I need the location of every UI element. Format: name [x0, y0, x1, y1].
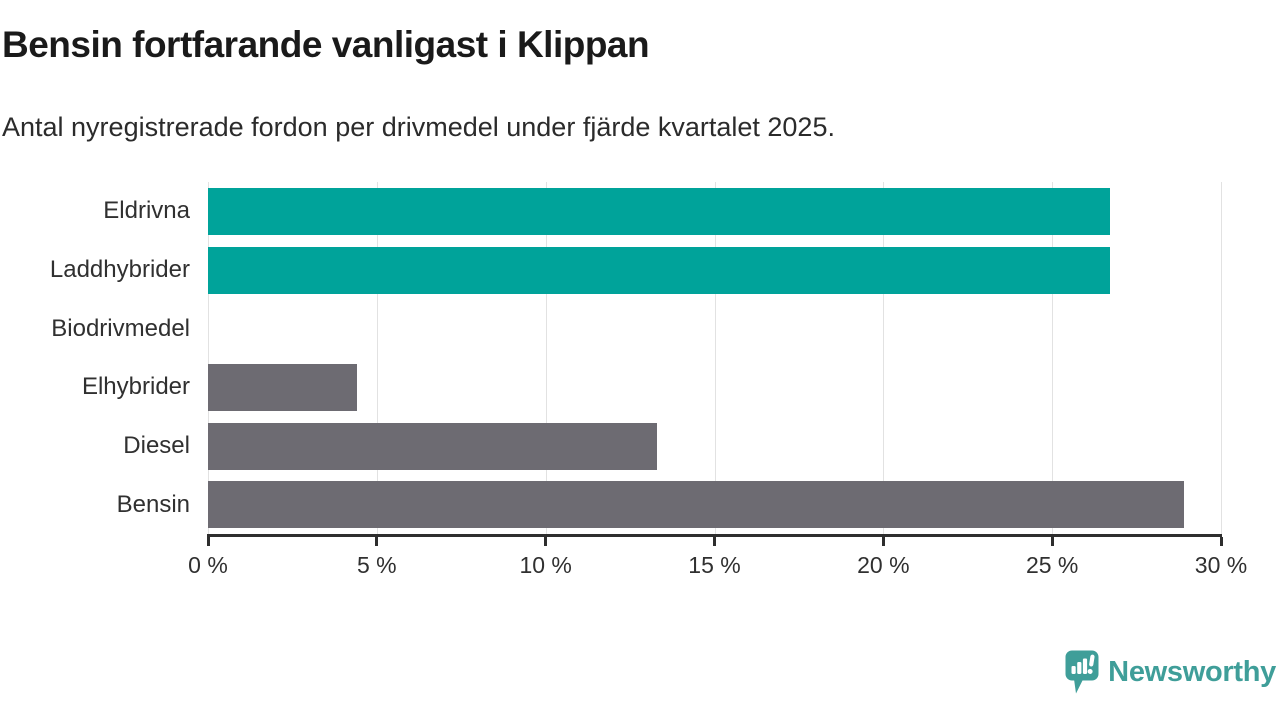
gridline: [883, 182, 885, 534]
logo-bar-chart-glyph: [1071, 654, 1095, 674]
x-axis-line: [207, 534, 1222, 537]
newsworthy-logo-icon: [1065, 650, 1099, 694]
newsworthy-brand-name: Newsworthy: [1108, 655, 1276, 688]
category-label: Bensin: [116, 490, 190, 518]
axis-tick: [206, 537, 210, 546]
axis-tick-label: 20 %: [857, 552, 910, 578]
bar: [208, 187, 1110, 235]
gridline: [208, 182, 209, 534]
axis-tick: [375, 537, 379, 546]
chart-subtitle: Antal nyregistrerade fordon per drivmede…: [2, 112, 835, 142]
axis-tick-label: 25 %: [1025, 552, 1079, 578]
axis-tick-label: 5 %: [357, 552, 397, 578]
bar: [208, 363, 357, 411]
axis-tick-label: 15 %: [688, 552, 741, 578]
category-label: Eldrivna: [103, 197, 190, 225]
axis-tick-label: 0 %: [188, 552, 228, 578]
axis-tick: [713, 537, 716, 546]
axis-tick: [1050, 537, 1054, 546]
chart-title: Bensin fortfarande vanligast i Klippan: [2, 24, 650, 65]
gridline: [1052, 182, 1054, 534]
axis-tick: [881, 537, 885, 546]
gridline: [714, 182, 716, 534]
category-label: Elhybrider: [81, 373, 190, 401]
gridline: [376, 182, 378, 534]
axis-tick-label: 30 %: [1194, 552, 1248, 578]
axis-tick-label: 10 %: [519, 552, 572, 578]
newsworthy-branding: Newsworthy: [1065, 648, 1276, 696]
category-label: Diesel: [123, 431, 190, 459]
bar: [208, 481, 1184, 529]
gridline: [545, 182, 547, 534]
gridline: [1221, 182, 1222, 534]
bar: [208, 246, 1110, 294]
bar: [208, 422, 658, 470]
axis-tick: [544, 537, 548, 546]
category-label: Biodrivmedel: [51, 314, 190, 342]
category-label: Laddhybrider: [49, 255, 190, 283]
axis-tick: [1219, 537, 1223, 546]
